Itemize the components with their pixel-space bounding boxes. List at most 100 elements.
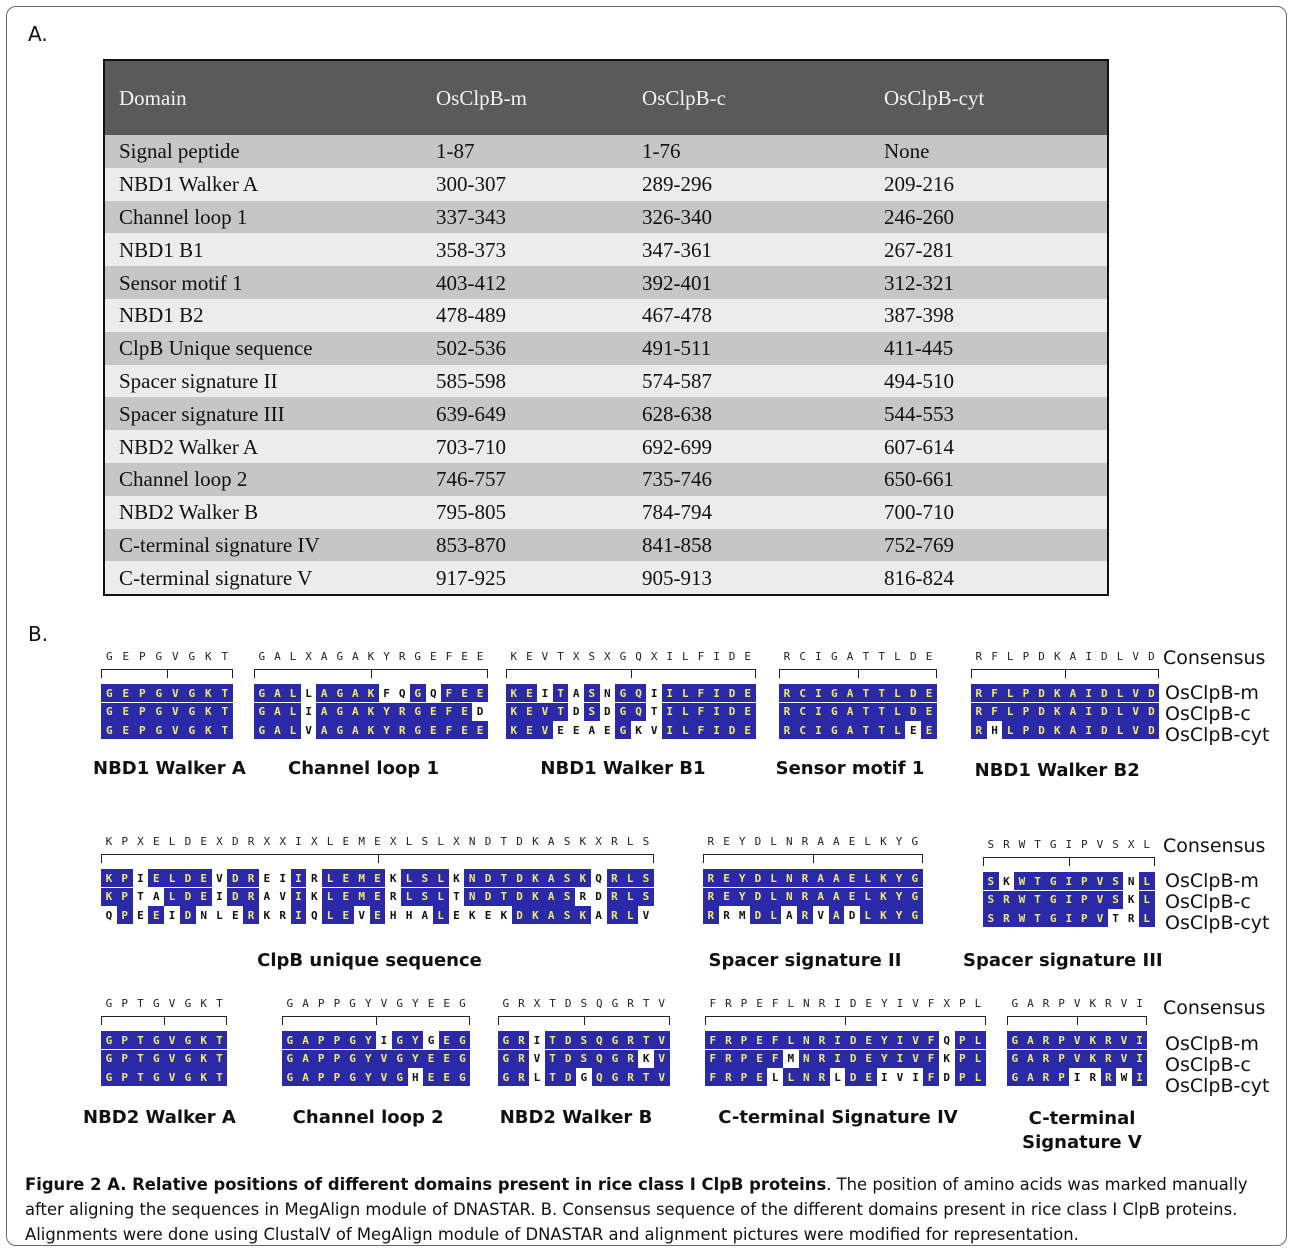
ruler-tick [469,1016,471,1025]
ruler-tick [845,1016,847,1025]
residue: W [1014,909,1030,927]
residue: T [495,887,512,906]
osclpb-c-cell: 491-511 [628,331,870,365]
ruler-tick [1007,1016,1008,1025]
residue: T [873,721,890,739]
domain-cell: Signal peptide [104,135,422,168]
residue: L [164,887,180,906]
residue: F [441,702,457,721]
residue: L [322,887,338,906]
domain-cell: C-terminal signature IV [104,528,422,562]
residue: D [1143,684,1160,702]
ruler-tick [583,1016,585,1025]
residue: G [179,1031,196,1049]
residue: A [297,1031,314,1049]
residue: Y [891,887,907,906]
residue: K [527,869,544,887]
ruler-tick [506,669,507,678]
residue: H [986,721,1003,739]
residue: R [703,906,719,924]
ruler-tick [164,1016,166,1025]
residue: E [423,1049,439,1068]
residue: G [498,1049,514,1068]
residue: I [661,721,678,739]
residue: L [970,1068,986,1086]
residue: R [1084,1068,1101,1086]
residue: E [117,702,134,721]
residue: I [810,702,827,721]
residue: G [254,684,270,702]
residue: A [269,702,286,721]
residue: D [905,702,922,721]
residue: S [983,909,999,927]
osclpb-c-cell: 289-296 [628,167,870,201]
ruler-tick [232,669,233,678]
residue: F [767,1049,783,1068]
residue: K [638,1049,654,1068]
residue: V [167,684,184,702]
residue: P [1076,909,1093,927]
residue: D [179,887,196,906]
residue: R [814,1031,830,1049]
osclpb-m-cell: 337-343 [422,200,628,234]
residue: D [1143,702,1160,721]
residue: V [1127,684,1144,702]
residue: A [842,721,858,739]
residue: T [1029,890,1046,909]
residue: T [211,1049,228,1068]
residue: C [794,684,811,702]
residue: S [1107,872,1124,890]
residue: K [195,1068,212,1086]
residue: L [859,887,876,906]
residue: V [646,721,662,739]
ruler-tick [1077,1016,1079,1025]
residue: K [200,684,217,702]
residue: R [998,909,1015,927]
residue: T [1029,909,1046,927]
panel-b-label: B. [28,622,49,646]
ruler-tick [487,669,488,678]
residue: D [938,1068,955,1086]
residue: V [1092,890,1108,909]
residue: G [391,1068,408,1086]
residue: V [653,1031,670,1049]
table-row: Channel loop 2 746-757 735-746 650-661 [104,462,1108,496]
residue: I [1131,1068,1148,1086]
residue: E [521,721,538,739]
residue: T [132,1068,149,1086]
osclpb-c-cell: 1-76 [628,135,870,168]
ruler-tick [376,1016,378,1025]
residue: V [537,721,553,739]
residue: I [1131,1031,1148,1049]
residue: I [164,906,180,924]
residue: E [860,1049,877,1068]
residue: I [892,1031,908,1049]
residue: K [875,869,892,887]
residue: K [875,887,892,906]
residue: I [1131,1049,1148,1068]
residue: R [394,702,410,721]
residue: L [677,721,694,739]
residue: R [797,869,813,887]
residue: V [1092,872,1108,890]
residue: I [290,887,307,906]
residue: N [781,887,798,906]
residue: L [401,869,417,887]
residue: R [971,702,987,721]
residue: Q [394,684,410,702]
domain-cell: Channel loop 2 [104,462,422,496]
ruler-tick [858,669,859,678]
ruler-tick [1146,1016,1148,1025]
residue: L [401,887,417,906]
osclpb-cyt-cell: 816-824 [870,561,1108,596]
residue: I [907,1068,924,1086]
residue: P [1053,1068,1070,1086]
ruler-tick [1158,669,1160,678]
residue: E [337,869,354,887]
residue: T [857,721,874,739]
residue: E [739,702,756,721]
residue: G [331,721,348,739]
